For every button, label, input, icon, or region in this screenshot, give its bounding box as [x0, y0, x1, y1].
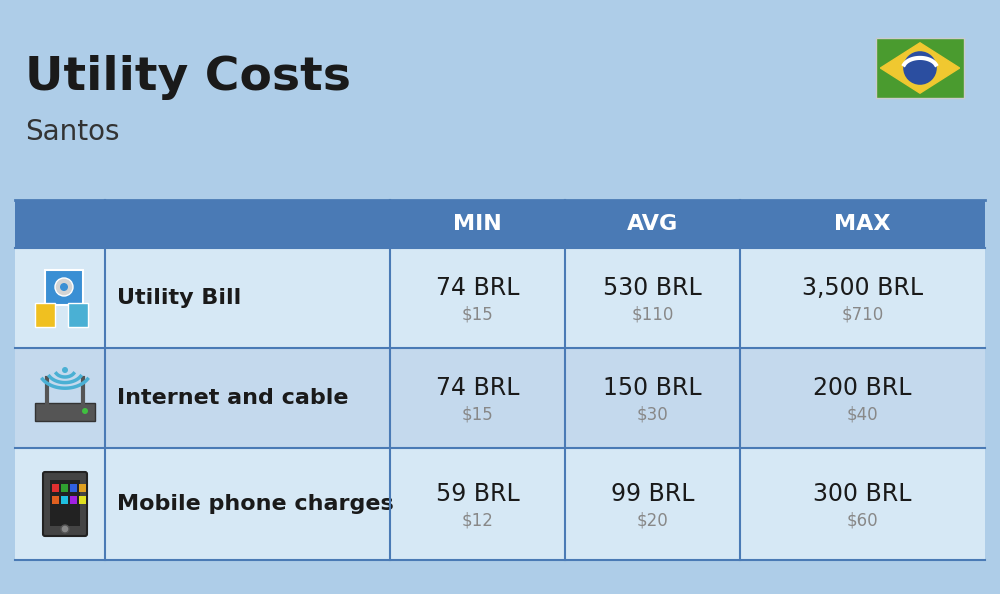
Text: $20: $20 — [637, 511, 668, 529]
Text: $12: $12 — [462, 511, 493, 529]
Bar — [52, 496, 59, 504]
Text: 99 BRL: 99 BRL — [611, 482, 694, 506]
Bar — [15, 248, 985, 348]
Text: AVG: AVG — [627, 214, 678, 234]
Bar — [70, 496, 77, 504]
Text: $40: $40 — [847, 405, 878, 423]
Bar — [15, 348, 985, 448]
Text: Santos: Santos — [25, 118, 120, 146]
Text: 150 BRL: 150 BRL — [603, 376, 702, 400]
Bar — [45, 270, 83, 305]
Text: $15: $15 — [462, 305, 493, 323]
Polygon shape — [880, 43, 960, 93]
Bar — [68, 303, 88, 327]
Text: 200 BRL: 200 BRL — [813, 376, 912, 400]
Text: 59 BRL: 59 BRL — [436, 482, 519, 506]
Bar — [61, 484, 68, 492]
Bar — [52, 484, 59, 492]
Text: MIN: MIN — [453, 214, 502, 234]
Circle shape — [903, 51, 937, 85]
Text: 300 BRL: 300 BRL — [813, 482, 912, 506]
Circle shape — [60, 283, 68, 291]
Bar — [15, 448, 985, 560]
Text: Utility Costs: Utility Costs — [25, 55, 351, 100]
Text: 74 BRL: 74 BRL — [436, 376, 519, 400]
Circle shape — [62, 367, 68, 373]
Bar — [70, 484, 77, 492]
Circle shape — [55, 278, 73, 296]
Bar — [876, 38, 964, 98]
Text: $710: $710 — [841, 305, 884, 323]
Bar — [35, 403, 95, 421]
Bar — [79, 496, 86, 504]
Text: 3,500 BRL: 3,500 BRL — [802, 276, 923, 300]
Text: $110: $110 — [631, 305, 674, 323]
Bar — [15, 200, 985, 248]
Bar — [876, 38, 964, 98]
Bar — [35, 303, 55, 327]
Bar — [61, 496, 68, 504]
Text: 530 BRL: 530 BRL — [603, 276, 702, 300]
FancyBboxPatch shape — [43, 472, 87, 536]
Text: $30: $30 — [637, 405, 668, 423]
Text: Internet and cable: Internet and cable — [117, 388, 349, 408]
Text: Mobile phone charges: Mobile phone charges — [117, 494, 394, 514]
Circle shape — [82, 408, 88, 414]
Text: 74 BRL: 74 BRL — [436, 276, 519, 300]
Text: Utility Bill: Utility Bill — [117, 288, 241, 308]
Text: $15: $15 — [462, 405, 493, 423]
Text: MAX: MAX — [834, 214, 891, 234]
Text: $60: $60 — [847, 511, 878, 529]
Bar — [50, 480, 80, 526]
Bar — [79, 484, 86, 492]
Circle shape — [61, 525, 69, 533]
